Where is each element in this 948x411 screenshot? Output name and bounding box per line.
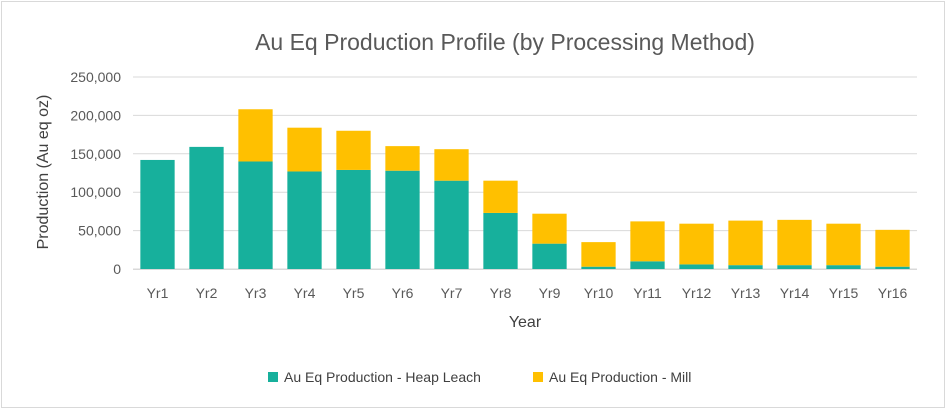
legend-swatch-heap-leach	[268, 372, 278, 382]
bar-heap-leach-yr6	[385, 170, 420, 269]
y-tick-label: 150,000	[70, 146, 121, 162]
x-axis-title: Year	[509, 314, 542, 331]
bar-heap-leach-yr9	[532, 243, 567, 269]
bar-mill-yr10	[581, 242, 616, 267]
legend-label-mill: Au Eq Production - Mill	[549, 369, 691, 385]
x-tick-label: Yr16	[878, 285, 908, 301]
x-tick-label: Yr5	[343, 285, 365, 301]
bar-heap-leach-yr2	[189, 146, 224, 269]
y-tick-label: 100,000	[70, 184, 121, 200]
bar-mill-yr9	[532, 213, 567, 244]
bar-mill-yr15	[826, 223, 861, 266]
x-tick-label: Yr14	[780, 285, 810, 301]
y-tick-label: 200,000	[70, 107, 121, 123]
bar-mill-yr3	[238, 109, 273, 162]
bar-mill-yr5	[336, 130, 371, 170]
x-tick-label: Yr4	[294, 285, 316, 301]
bar-mill-yr7	[434, 149, 469, 181]
y-axis-ticks: 0 50,000 100,000 150,000 200,000 250,000	[70, 69, 121, 277]
bar-mill-yr13	[728, 220, 763, 266]
y-tick-label: 0	[113, 261, 121, 277]
legend-label-heap-leach: Au Eq Production - Heap Leach	[284, 369, 481, 385]
bar-mill-yr6	[385, 146, 420, 171]
bar-heap-leach-yr16	[875, 266, 910, 269]
x-tick-label: Yr12	[682, 285, 712, 301]
x-tick-label: Yr9	[539, 285, 561, 301]
x-tick-label: Yr15	[829, 285, 859, 301]
x-tick-label: Yr11	[633, 285, 662, 301]
bar-heap-leach-yr10	[581, 266, 616, 269]
bar-mill-yr4	[287, 127, 322, 172]
bar-heap-leach-yr15	[826, 265, 861, 269]
bar-heap-leach-yr7	[434, 180, 469, 269]
x-tick-label: Yr6	[392, 285, 414, 301]
bar-mill-yr14	[777, 219, 812, 266]
x-tick-label: Yr3	[245, 285, 267, 301]
x-tick-label: Yr2	[196, 285, 218, 301]
bar-heap-leach-yr4	[287, 171, 322, 269]
y-axis-title: Production (Au eq oz)	[35, 95, 52, 250]
bar-heap-leach-yr12	[679, 264, 714, 269]
legend-swatch-mill	[533, 372, 543, 382]
y-tick-label: 250,000	[70, 69, 121, 85]
x-tick-label: Yr8	[490, 285, 512, 301]
legend: Au Eq Production - Heap Leach Au Eq Produ…	[268, 369, 691, 385]
x-tick-label: Yr1	[147, 285, 169, 301]
bars	[140, 109, 910, 269]
bar-heap-leach-yr1	[140, 159, 175, 269]
chart-title: Au Eq Production Profile (by Processing …	[255, 29, 755, 55]
bar-heap-leach-yr14	[777, 265, 812, 269]
bar-heap-leach-yr8	[483, 212, 518, 269]
bar-mill-yr11	[630, 221, 665, 262]
x-tick-label: Yr10	[584, 285, 614, 301]
x-tick-label: Yr7	[441, 285, 463, 301]
x-tick-label: Yr13	[731, 285, 761, 301]
bar-heap-leach-yr3	[238, 161, 273, 269]
x-axis-ticks: Yr1 Yr2 Yr3 Yr4 Yr5 Yr6 Yr7 Yr8 Yr9 Yr10 Yr11 Yr12 Y…	[147, 285, 908, 301]
y-tick-label: 50,000	[78, 223, 121, 239]
bar-mill-yr8	[483, 180, 518, 213]
bar-heap-leach-yr11	[630, 261, 665, 269]
bar-mill-yr16	[875, 229, 910, 267]
bar-mill-yr12	[679, 223, 714, 265]
bar-heap-leach-yr5	[336, 169, 371, 269]
bar-heap-leach-yr13	[728, 265, 763, 269]
